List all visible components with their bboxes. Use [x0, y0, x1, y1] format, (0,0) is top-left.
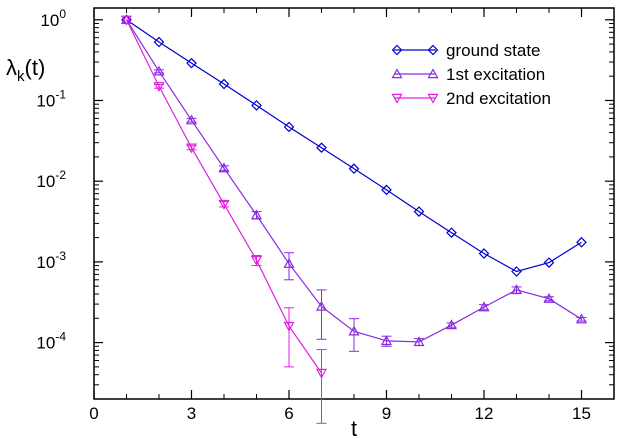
data-point — [186, 57, 197, 69]
legend-item: 1st excitation — [391, 65, 545, 84]
data-point — [413, 336, 425, 347]
data-point — [510, 284, 523, 295]
data-point — [391, 44, 403, 56]
series-ground-state — [121, 14, 587, 277]
y-axis-label-sub: k — [17, 68, 25, 85]
axis-ticks: 0 3 6 9 12 15 100 10-1 10-2 10-3 10-4 — [36, 7, 615, 423]
y-tick-label: 10-4 — [36, 330, 66, 353]
legend-item: 2nd excitation — [391, 89, 551, 108]
data-point — [381, 184, 392, 196]
x-tick-label: 6 — [284, 404, 293, 423]
data-point — [543, 257, 555, 268]
data-point — [511, 266, 522, 277]
data-point — [251, 100, 262, 111]
legend: ground state 1st excitation 2nd excitation — [391, 41, 551, 108]
legend-label: 1st excitation — [446, 65, 545, 84]
data-point — [250, 209, 263, 220]
data-point — [427, 93, 439, 104]
x-tick-label: 0 — [89, 404, 98, 423]
data-point — [348, 325, 360, 336]
data-point — [391, 93, 403, 104]
data-point — [316, 142, 327, 154]
x-tick-label: 12 — [475, 404, 494, 423]
data-point — [348, 163, 360, 175]
data-point — [427, 44, 439, 56]
data-point — [315, 300, 328, 311]
legend-label: ground state — [446, 41, 541, 60]
series-1st-excitation — [120, 14, 588, 352]
data-point — [413, 206, 425, 217]
data-point — [445, 319, 458, 330]
data-point — [218, 199, 230, 210]
y-axis-label-rest: (t) — [25, 55, 46, 80]
data-point — [283, 321, 295, 332]
data-point — [380, 335, 393, 346]
x-tick-label: 9 — [382, 404, 391, 423]
y-tick-label: 10-1 — [36, 87, 66, 110]
data-point — [153, 36, 165, 48]
series-layer — [120, 14, 588, 424]
data-point — [218, 162, 230, 173]
data-point — [391, 68, 403, 79]
data-point — [478, 248, 490, 259]
series-2nd-excitation — [120, 15, 328, 424]
legend-item: ground state — [391, 41, 541, 60]
data-point — [218, 78, 230, 90]
y-axis-label: λk(t) — [6, 55, 45, 85]
x-tick-label: 15 — [572, 404, 591, 423]
series-line — [126, 19, 582, 273]
data-point — [315, 368, 328, 379]
data-point — [576, 236, 587, 248]
y-tick-label: 100 — [40, 7, 66, 30]
data-point — [120, 15, 133, 26]
data-point — [575, 313, 588, 324]
data-point — [283, 257, 295, 268]
data-point — [283, 121, 295, 133]
data-point — [250, 255, 263, 266]
data-point — [185, 114, 198, 125]
data-point — [543, 292, 555, 303]
legend-label: 2nd excitation — [446, 89, 551, 108]
x-tick-label: 3 — [187, 404, 196, 423]
y-tick-label: 10-3 — [36, 249, 66, 272]
data-point — [446, 227, 457, 239]
data-point — [478, 301, 490, 312]
data-point — [185, 143, 198, 154]
data-point — [427, 68, 439, 79]
x-axis-label: t — [351, 416, 357, 439]
data-point — [153, 65, 165, 76]
y-tick-label: 10-2 — [36, 168, 66, 191]
data-point — [153, 82, 165, 93]
y-axis-label-main: λ — [6, 55, 17, 80]
